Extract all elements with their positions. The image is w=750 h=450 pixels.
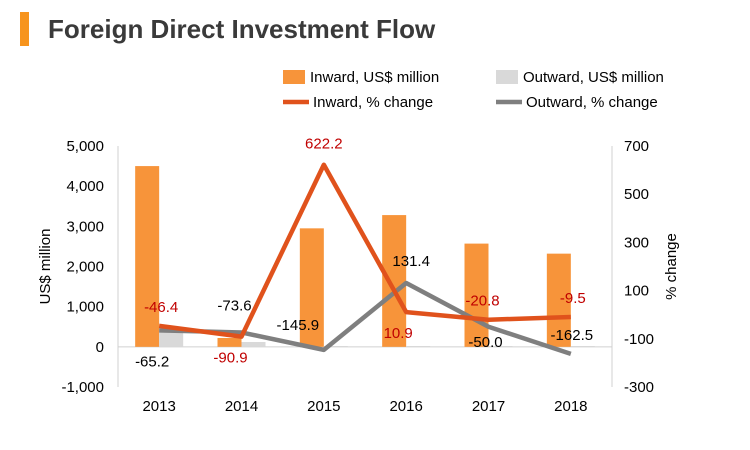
bar-outward-2016	[406, 346, 431, 347]
chart-lines	[158, 162, 572, 356]
bar-inward-2013	[135, 166, 160, 347]
legend-label: Outward, % change	[526, 94, 658, 111]
y2-tick-label: 700	[624, 138, 649, 155]
outward-pct-label: -65.2	[135, 353, 169, 370]
inward-pct-label: -9.5	[560, 290, 586, 307]
y-tick-label: 3,000	[66, 218, 104, 235]
bar-inward-2018	[546, 253, 571, 347]
legend-label: Inward, US$ million	[310, 69, 439, 86]
x-tick-label: 2015	[307, 398, 340, 415]
line-outward-pct	[159, 280, 572, 356]
outward-pct-label: -73.6	[217, 297, 251, 314]
y-tick-label: 5,000	[66, 138, 104, 155]
y2-tick-label: -100	[624, 331, 654, 348]
page-title: Foreign Direct Investment Flow	[48, 14, 436, 44]
bar-outward-2014	[241, 342, 266, 347]
chart-legend: Inward, US$ million Outward, US$ million I…	[283, 69, 664, 111]
bar-outward-2017	[488, 346, 513, 347]
bar-inward-2014	[217, 337, 242, 347]
x-tick-label: 2013	[142, 398, 175, 415]
x-tick-label: 2016	[389, 398, 422, 415]
inward-pct-label: 10.9	[384, 325, 413, 342]
bar-outward-2018	[570, 346, 595, 347]
inward-pct-label: -46.4	[144, 299, 178, 316]
bar-inward-2015	[299, 228, 324, 347]
legend-label: Outward, US$ million	[523, 69, 664, 86]
y-axis-title: US$ million	[37, 229, 54, 305]
outward-pct-label: -50.0	[468, 334, 502, 351]
x-tick-label: 2014	[225, 398, 258, 415]
outward-pct-label: 131.4	[392, 253, 430, 270]
x-tick-label: 2017	[472, 398, 505, 415]
y-tick-label: 0	[96, 339, 104, 356]
y2-tick-label: -300	[624, 379, 654, 396]
y-tick-label: 4,000	[66, 178, 104, 195]
legend-swatch	[283, 70, 305, 84]
inward-pct-label: -90.9	[213, 350, 247, 367]
chart-axes: 5,000 4,000 3,000 2,000 1,000 0 -1,000 700 500 30…	[37, 138, 680, 415]
y2-tick-label: 100	[624, 283, 649, 300]
bar-inward-2017	[464, 243, 489, 347]
inward-pct-label: -20.8	[465, 293, 499, 310]
y-tick-label: -1,000	[61, 379, 104, 396]
inward-pct-label: 622.2	[305, 136, 343, 153]
chart-data-labels: -46.4 -90.9 622.2 10.9 -20.8 -9.5 -65.2 -73.6 -1…	[135, 136, 593, 371]
y-tick-label: 1,000	[66, 299, 104, 316]
y2-tick-label: 300	[624, 234, 649, 251]
outward-pct-label: -145.9	[277, 317, 320, 334]
line-inward-pct	[158, 162, 571, 339]
outward-pct-label: -162.5	[551, 327, 594, 344]
legend-swatch	[496, 70, 518, 84]
y2-tick-label: 500	[624, 186, 649, 203]
title-accent-bar	[20, 12, 29, 46]
bar-inward-2016	[382, 215, 407, 347]
chart-bars	[135, 166, 595, 347]
legend-label: Inward, % change	[313, 94, 433, 111]
y2-axis-title: % change	[663, 233, 680, 300]
x-tick-label: 2018	[554, 398, 587, 415]
y-tick-label: 2,000	[66, 259, 104, 276]
bar-outward-2015	[323, 346, 348, 347]
